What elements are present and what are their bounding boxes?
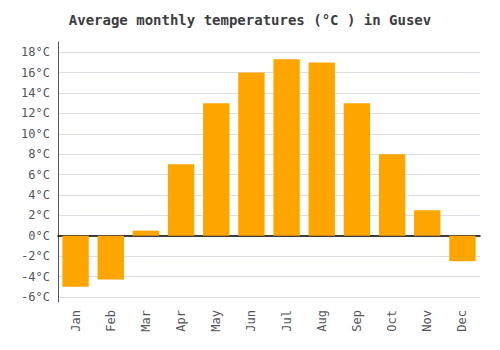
svg-text:14°C: 14°C: [21, 86, 50, 100]
svg-text:May: May: [209, 310, 223, 332]
svg-text:2°C: 2°C: [28, 208, 50, 222]
svg-text:Jun: Jun: [244, 310, 258, 332]
svg-text:-6°C: -6°C: [21, 290, 50, 304]
svg-text:Jan: Jan: [69, 310, 83, 332]
svg-text:-2°C: -2°C: [21, 249, 50, 263]
svg-text:Oct: Oct: [385, 310, 399, 332]
svg-text:Dec: Dec: [455, 310, 469, 332]
svg-text:Apr: Apr: [174, 310, 188, 332]
svg-text:0°C: 0°C: [28, 229, 50, 243]
svg-text:Average monthly temperatures (: Average monthly temperatures (°C ) in Gu…: [69, 12, 431, 28]
svg-text:18°C: 18°C: [21, 45, 50, 59]
svg-text:Mar: Mar: [139, 310, 153, 332]
svg-text:Jul: Jul: [280, 310, 294, 332]
svg-text:6°C: 6°C: [28, 168, 50, 182]
svg-text:-4°C: -4°C: [21, 270, 50, 284]
svg-text:Feb: Feb: [104, 310, 118, 332]
svg-text:Aug: Aug: [315, 310, 329, 332]
svg-text:Sep: Sep: [350, 310, 364, 332]
svg-text:8°C: 8°C: [28, 147, 50, 161]
svg-text:Nov: Nov: [420, 310, 434, 332]
svg-text:16°C: 16°C: [21, 66, 50, 80]
svg-text:10°C: 10°C: [21, 127, 50, 141]
svg-text:12°C: 12°C: [21, 106, 50, 120]
svg-text:4°C: 4°C: [28, 188, 50, 202]
